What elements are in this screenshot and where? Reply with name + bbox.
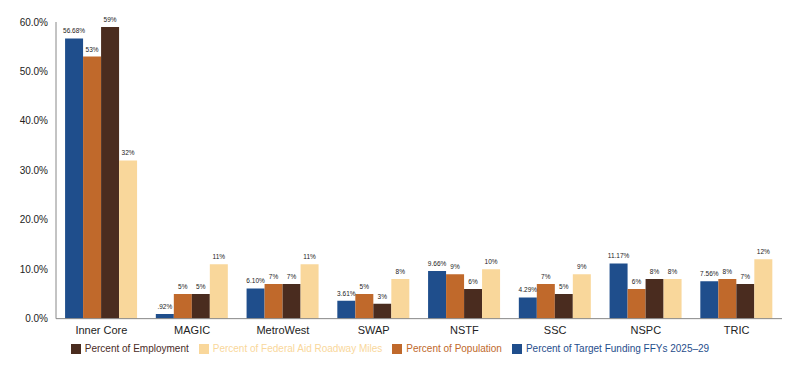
svg-text:SWAP: SWAP [358, 324, 390, 336]
svg-text:6%: 6% [468, 278, 478, 285]
svg-text:12%: 12% [757, 248, 770, 255]
svg-text:NSTF: NSTF [450, 324, 479, 336]
svg-text:9%: 9% [577, 263, 587, 270]
svg-text:20.0%: 20.0% [20, 214, 48, 225]
svg-text:8%: 8% [668, 268, 678, 275]
svg-text:3%: 3% [378, 293, 388, 300]
svg-text:7%: 7% [741, 273, 751, 280]
svg-text:10%: 10% [485, 258, 498, 265]
svg-text:7%: 7% [541, 273, 551, 280]
svg-text:8%: 8% [650, 268, 660, 275]
svg-text:Inner Core: Inner Core [75, 324, 127, 336]
svg-text:SSC: SSC [544, 324, 567, 336]
svg-text:9.66%: 9.66% [428, 260, 447, 267]
svg-text:0.0%: 0.0% [25, 313, 48, 324]
html-text:Percent of Target Funding FFYs: Percent of Target Funding FFYs 2025–29 [525, 342, 710, 354]
svg-text:7%: 7% [269, 273, 279, 280]
svg-text:8%: 8% [723, 268, 733, 275]
svg-text:5%: 5% [559, 283, 569, 290]
svg-text:10.0%: 10.0% [20, 264, 48, 275]
svg-text:6%: 6% [632, 278, 642, 285]
svg-text:11%: 11% [303, 253, 316, 260]
svg-text:NSPC: NSPC [631, 324, 662, 336]
svg-text:9%: 9% [450, 263, 460, 270]
svg-text:7%: 7% [287, 273, 297, 280]
svg-text:4.29%: 4.29% [519, 286, 538, 293]
svg-text:56.68%: 56.68% [63, 27, 85, 34]
html-text:Percent of Employment: Percent of Employment [84, 342, 189, 354]
svg-text:30.0%: 30.0% [20, 165, 48, 176]
svg-text:TRIC: TRIC [724, 324, 750, 336]
svg-text:MAGIC: MAGIC [174, 324, 210, 336]
svg-text:53%: 53% [86, 46, 99, 53]
svg-text:11%: 11% [213, 253, 226, 260]
svg-text:.92%: .92% [157, 303, 172, 310]
svg-text:5%: 5% [360, 283, 370, 290]
html-text:Percent of Population: Percent of Population [406, 342, 502, 354]
svg-text:5%: 5% [196, 283, 206, 290]
svg-text:32%: 32% [122, 149, 135, 156]
svg-text:50.0%: 50.0% [20, 66, 48, 77]
svg-text:11.17%: 11.17% [608, 252, 630, 259]
svg-text:59%: 59% [104, 16, 117, 23]
svg-text:3.61%: 3.61% [337, 290, 356, 297]
svg-text:60.0%: 60.0% [20, 17, 48, 28]
svg-text:MetroWest: MetroWest [256, 324, 309, 336]
svg-text:8%: 8% [396, 268, 406, 275]
svg-text:7.56%: 7.56% [700, 270, 719, 277]
svg-text:6.10%: 6.10% [246, 277, 265, 284]
svg-text:40.0%: 40.0% [20, 115, 48, 126]
html-text:Percent of Federal Aid Roadway: Percent of Federal Aid Roadway Miles [212, 342, 383, 354]
svg-text:5%: 5% [178, 283, 188, 290]
